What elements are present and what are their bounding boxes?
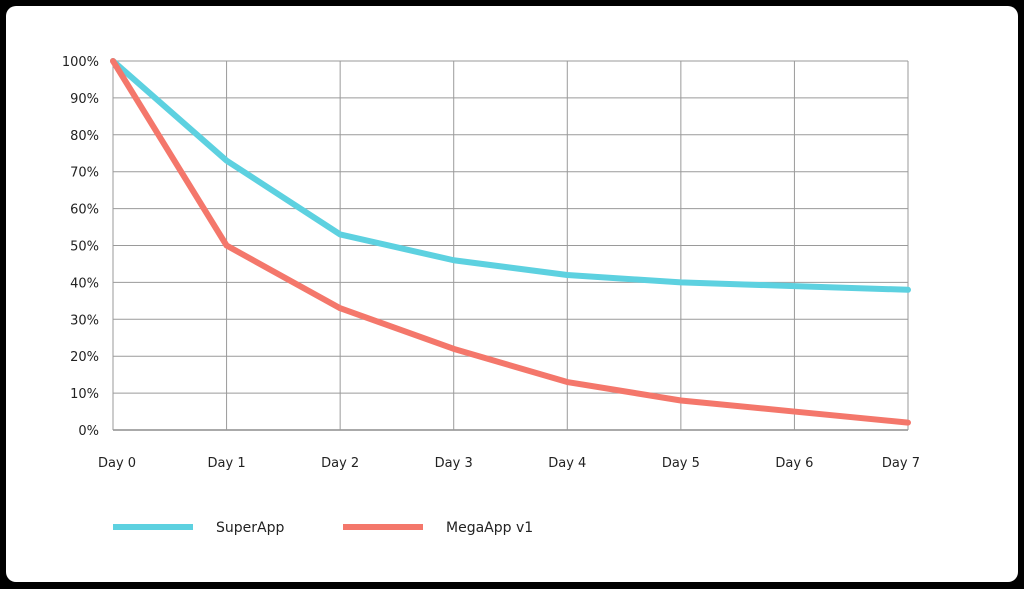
legend-label: SuperApp bbox=[216, 520, 284, 536]
x-tick-label: Day 1 bbox=[208, 456, 246, 471]
y-axis-ticks: 0% 10% 20% 30% 40% 50% 60% 70% 80% 90% 100% bbox=[62, 55, 99, 439]
x-tick-label: Day 2 bbox=[321, 456, 359, 471]
x-tick-label: Day 7 bbox=[882, 456, 920, 471]
series-layer bbox=[110, 58, 911, 426]
legend-label: MegaApp v1 bbox=[446, 520, 533, 536]
x-tick-label: Day 5 bbox=[662, 456, 700, 471]
y-tick-label: 10% bbox=[70, 387, 99, 402]
y-tick-label: 0% bbox=[78, 424, 99, 439]
y-tick-label: 70% bbox=[70, 166, 99, 181]
y-tick-label: 100% bbox=[62, 55, 99, 70]
x-tick-label: Day 6 bbox=[775, 456, 813, 471]
x-axis-ticks: Day 0 Day 1 Day 2 Day 3 Day 4 Day 5 Day 6 Day 7 bbox=[98, 456, 920, 471]
y-tick-label: 80% bbox=[70, 129, 99, 144]
y-tick-label: 90% bbox=[70, 92, 99, 107]
y-tick-label: 60% bbox=[70, 203, 99, 218]
legend: SuperApp MegaApp v1 bbox=[113, 520, 533, 536]
chart-frame bbox=[6, 6, 1018, 582]
y-tick-label: 40% bbox=[70, 276, 99, 291]
series-line-1 bbox=[110, 58, 911, 426]
x-tick-label: Day 3 bbox=[435, 456, 473, 471]
y-tick-label: 20% bbox=[70, 350, 99, 365]
series-line-0 bbox=[110, 58, 911, 293]
x-tick-label: Day 4 bbox=[548, 456, 586, 471]
y-tick-label: 30% bbox=[70, 313, 99, 328]
y-tick-label: 50% bbox=[70, 240, 99, 255]
x-tick-label: Day 0 bbox=[98, 456, 136, 471]
